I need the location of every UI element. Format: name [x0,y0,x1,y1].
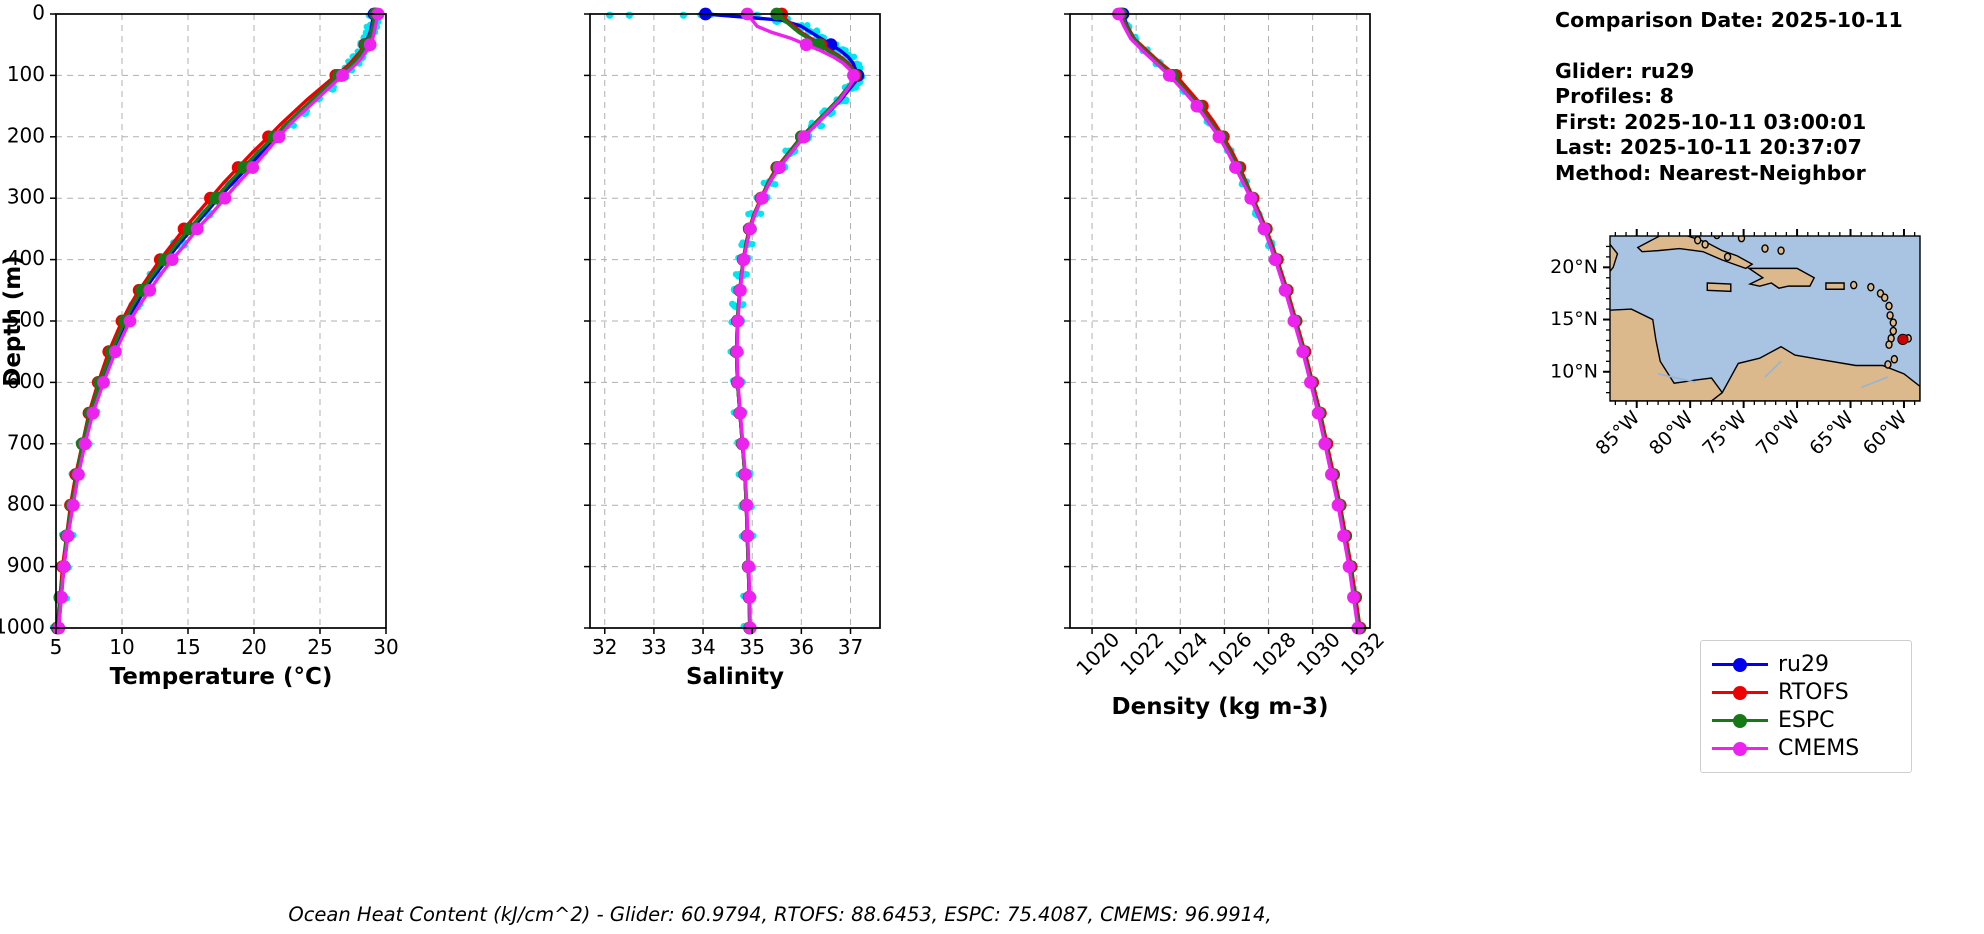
first-profile-time-text: First: 2025-10-11 03:00:01 [1555,109,1867,134]
method-text: Method: Nearest-Neighbor [1555,160,1866,185]
legend-label: RTOFS [1778,679,1849,705]
x-tick-label: 25 [307,635,332,659]
depth-tick-label: 700 [7,430,45,454]
location-map: 10°N 15°N 20°N 85°W 80°W 75°W 70°W 65°W 60°W [1550,229,1921,460]
x-axis-title: Density (kg m-3) [1112,694,1329,720]
legend-item-RTOFS[interactable]: RTOFS [1712,678,1898,706]
x-tick-label: 36 [789,635,814,659]
glider-name-text: Glider: ru29 [1555,58,1695,83]
map-lon-tick-label: 65°W [1805,407,1858,460]
map-lat-tick-label: 20°N [1550,256,1598,278]
ocean-heat-content-caption: Ocean Heat Content (kJ/cm^2) - Glider: 6… [288,903,1272,926]
map-lon-tick-label: 60°W [1859,407,1912,460]
map-svg: 10°N 15°N 20°N 85°W 80°W 75°W 70°W 65°W 60°W [1550,229,1921,460]
profiles-count-text: Profiles: 8 [1555,84,1674,108]
x-tick-label: 10 [109,635,134,659]
x-tick-label: 30 [373,635,398,659]
legend-label: CMEMS [1778,735,1860,761]
map-lon-tick-label: 70°W [1752,407,1805,460]
temperature-plot: 0 100 200 300 400 500 600 700 800 900 1000 Depth (m… [0,1,399,691]
depth-tick-label: 300 [7,185,45,209]
series-markers-CMEMS [730,7,860,635]
legend-label: ru29 [1778,651,1829,677]
salinity-panel: 32 33 34 35 36 37 Salinity [470,0,990,900]
legend-dot-icon [1733,714,1747,728]
x-tick-label: 37 [838,635,863,659]
x-tick-label: 5 [50,635,63,659]
x-tick-label: 1032 [1336,627,1389,680]
depth-tick-label: 400 [7,246,45,270]
legend-dot-icon [1733,658,1747,672]
salinity-plot: 32 33 34 35 36 37 Salinity [584,7,881,690]
density-panel: 1020 1022 1024 1026 1028 1030 1032 Density (kg … [990,0,1550,900]
series-markers-CMEMS [52,7,385,635]
legend-item-ru29[interactable]: ru29 [1712,650,1898,678]
x-tick-label: 34 [690,635,715,659]
legend-swatch-CMEMS [1712,734,1768,762]
x-tick-label: 32 [592,635,617,659]
x-tick-label: 1026 [1204,627,1257,680]
x-tick-label: 20 [241,635,266,659]
comparison-date-text: Comparison Date: 2025-10-11 [1555,8,1903,32]
depth-tick-label: 800 [7,492,45,516]
legend-swatch-RTOFS [1712,678,1768,706]
landmasses [1610,236,1920,401]
series-legend: ru29 RTOFS ESPC CMEMS [1700,640,1912,773]
temperature-panel: 0 100 200 300 400 500 600 700 800 900 1000 Depth (m… [0,0,470,900]
last-profile-time-text: Last: 2025-10-11 20:37:07 [1555,135,1862,159]
x-axis-title: Salinity [686,664,784,690]
legend-dot-icon [1733,686,1747,700]
map-lon-tick-label: 80°W [1645,407,1698,460]
x-tick-label: 35 [739,635,764,659]
glider-position-marker [1897,333,1909,345]
map-lat-tick-label: 15°N [1550,308,1598,330]
x-tick-label: 33 [641,635,666,659]
x-tick-label: 1024 [1160,627,1213,680]
legend-swatch-ru29 [1712,650,1768,678]
map-lon-tick-label: 85°W [1591,407,1644,460]
legend-swatch-ESPC [1712,706,1768,734]
series-markers-CMEMS [1112,7,1365,635]
info-spacer [1555,34,1903,59]
x-tick-label: 1022 [1115,627,1168,680]
x-tick-label: 1028 [1248,627,1301,680]
depth-tick-label: 900 [7,553,45,577]
map-lon-tick-label: 75°W [1698,407,1751,460]
depth-tick-label: 0 [32,1,45,25]
x-tick-label: 1020 [1071,627,1124,680]
x-tick-label: 1030 [1292,627,1345,680]
depth-tick-label: 1000 [0,615,45,639]
depth-axis-title: Depth (m) [0,255,26,387]
depth-tick-label: 500 [7,308,45,332]
depth-tick-label: 600 [7,369,45,393]
legend-label: ESPC [1778,707,1835,733]
series-line-CMEMS [735,12,856,629]
legend-item-ESPC[interactable]: ESPC [1712,706,1898,734]
depth-tick-label: 200 [7,123,45,147]
legend-dot-icon [1733,742,1747,756]
map-lat-tick-label: 10°N [1550,360,1598,382]
x-axis-title: Temperature (°C) [110,664,333,690]
info-block: Comparison Date: 2025-10-11 Glider: ru29… [1555,8,1903,186]
legend-item-CMEMS[interactable]: CMEMS [1712,734,1898,762]
series-line-CMEMS [56,13,380,629]
depth-tick-label: 100 [7,62,45,86]
x-tick-label: 15 [175,635,200,659]
